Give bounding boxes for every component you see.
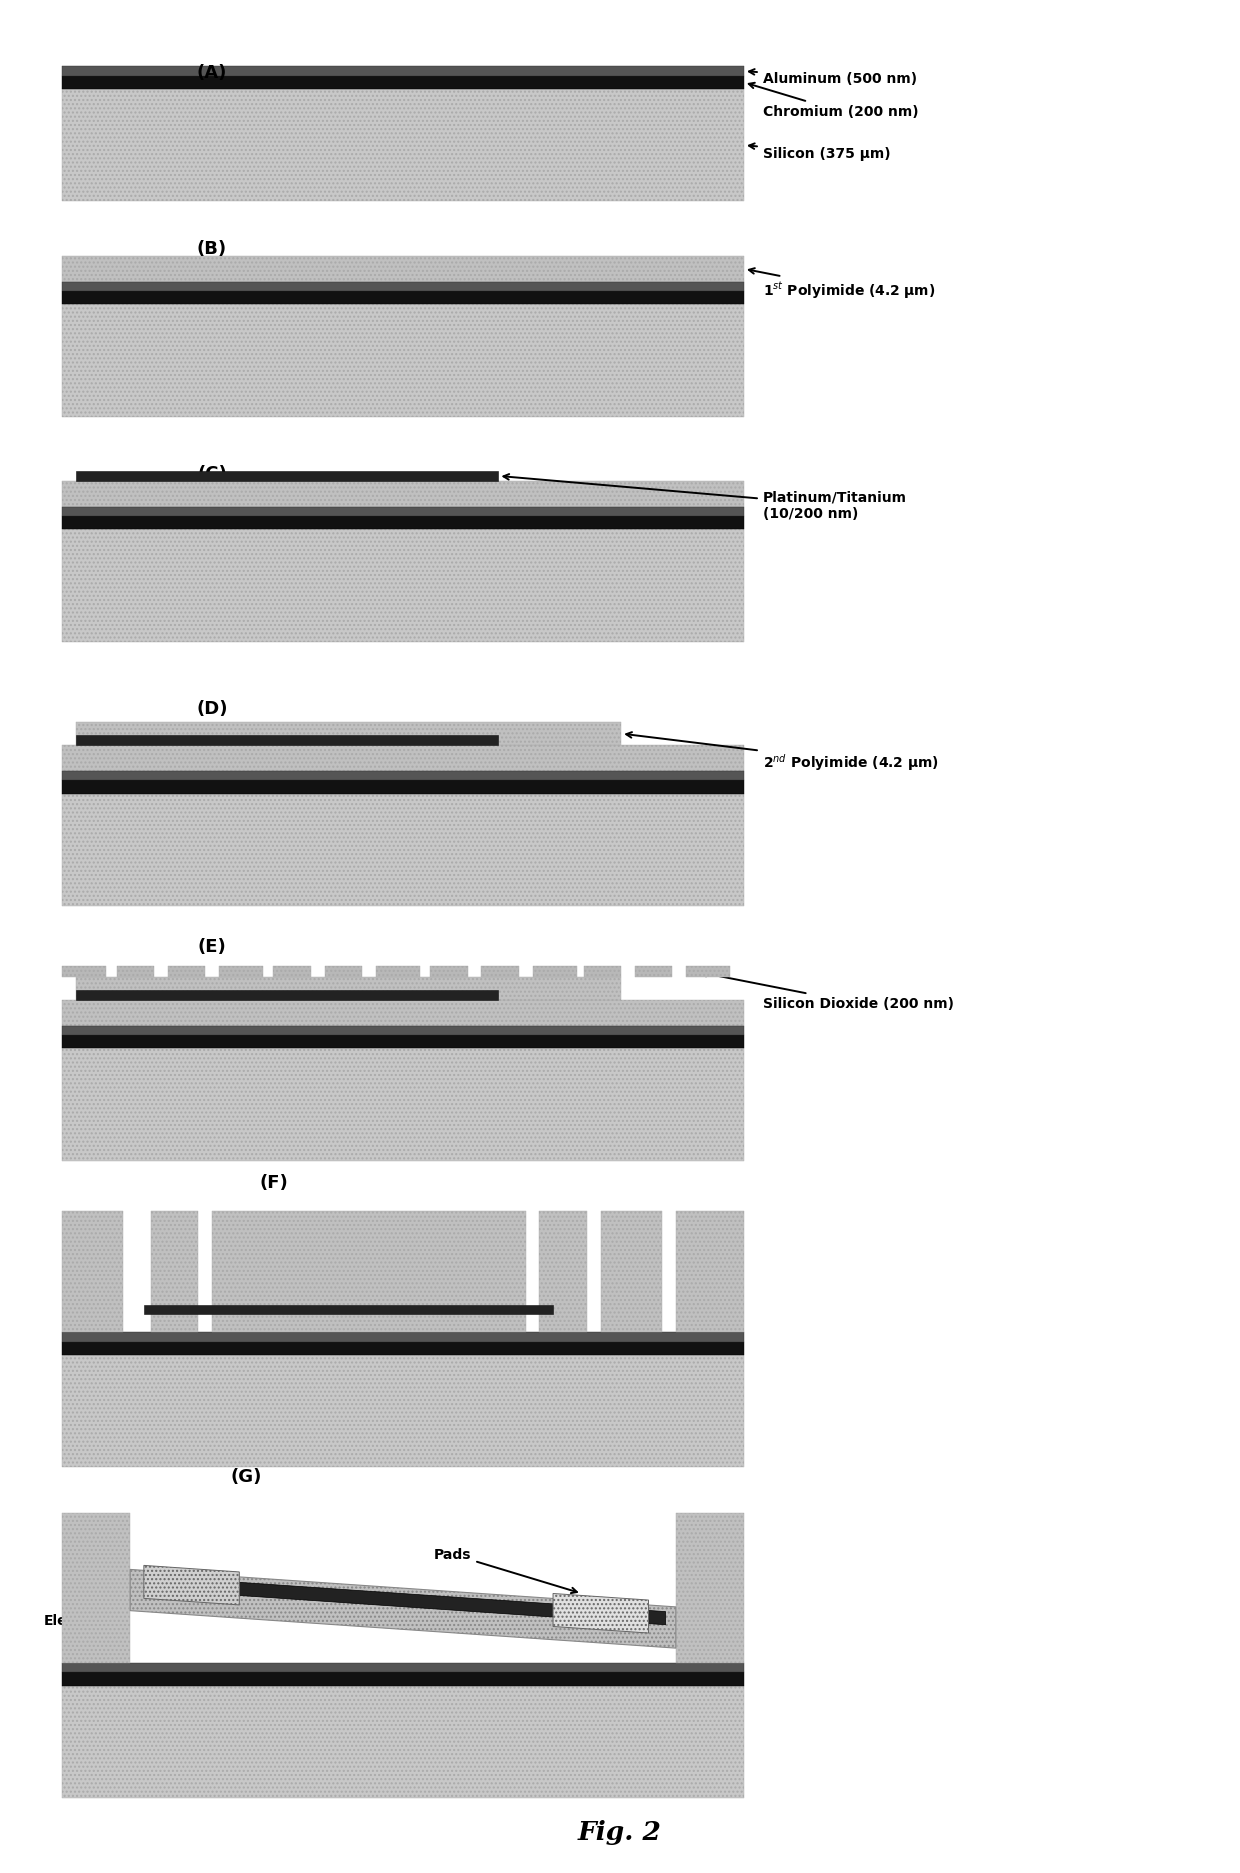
Bar [62, 1212, 123, 1334]
Bar [62, 1334, 744, 1341]
Bar [167, 966, 205, 978]
Bar [62, 772, 744, 781]
Bar [62, 1049, 744, 1161]
Bar [325, 966, 362, 978]
Text: (B): (B) [197, 240, 227, 258]
Bar [76, 723, 621, 745]
Bar [144, 1305, 553, 1315]
Bar [62, 1341, 744, 1356]
Bar [62, 1673, 744, 1686]
Bar [62, 292, 744, 305]
Bar [62, 283, 744, 292]
Text: Silicon Dioxide (200 nm): Silicon Dioxide (200 nm) [701, 972, 954, 1011]
Bar [62, 745, 744, 772]
Text: (C): (C) [197, 465, 227, 483]
Bar [62, 481, 744, 508]
Bar [686, 966, 730, 978]
Bar [62, 1036, 744, 1049]
Bar [76, 472, 498, 481]
Text: (E): (E) [197, 938, 227, 955]
Bar [117, 966, 154, 978]
Polygon shape [130, 1570, 676, 1648]
Bar [62, 90, 744, 202]
Text: Chromium (200 nm): Chromium (200 nm) [749, 84, 919, 120]
Text: (G): (G) [231, 1467, 262, 1485]
Bar [151, 1212, 198, 1334]
Bar [584, 966, 621, 978]
Bar [481, 966, 518, 978]
Polygon shape [553, 1594, 649, 1633]
Bar [430, 966, 467, 978]
Text: 2$^{nd}$ Polyimide (4.2 μm): 2$^{nd}$ Polyimide (4.2 μm) [626, 732, 939, 774]
Text: Silicon (375 μm): Silicon (375 μm) [749, 144, 890, 161]
Bar [76, 991, 498, 1000]
Bar [635, 966, 672, 978]
Bar [62, 1026, 744, 1036]
Bar [62, 257, 744, 283]
Bar [676, 1212, 744, 1334]
Polygon shape [144, 1566, 239, 1605]
Bar [62, 508, 744, 517]
Text: Aluminum (500 nm): Aluminum (500 nm) [749, 69, 916, 86]
Text: Electrodes: Electrodes [43, 1579, 174, 1628]
Text: (D): (D) [196, 699, 228, 717]
Bar [62, 530, 744, 642]
Bar [62, 1000, 744, 1026]
Bar [212, 1212, 526, 1334]
Bar [76, 978, 621, 1000]
Text: Platinum/Titanium
(10/200 nm): Platinum/Titanium (10/200 nm) [503, 476, 906, 521]
Text: Pads: Pads [434, 1547, 577, 1594]
Bar [62, 77, 744, 90]
Bar [62, 305, 744, 418]
Bar [62, 1686, 744, 1798]
Text: (F): (F) [259, 1174, 289, 1191]
Bar [218, 966, 263, 978]
Bar [539, 1212, 588, 1334]
Bar [273, 966, 311, 978]
Text: (A): (A) [197, 64, 227, 82]
Text: Fig. 2: Fig. 2 [578, 1819, 662, 1845]
Bar [62, 781, 744, 794]
Bar [62, 1513, 130, 1663]
Bar [62, 67, 744, 77]
Bar [676, 1513, 744, 1663]
Bar [76, 736, 498, 745]
Bar [600, 1212, 662, 1334]
Polygon shape [151, 1577, 666, 1626]
Bar [62, 794, 744, 907]
Bar [62, 966, 107, 978]
Text: 1$^{st}$ Polyimide (4.2 μm): 1$^{st}$ Polyimide (4.2 μm) [749, 270, 935, 300]
Bar [62, 1356, 744, 1468]
Bar [62, 1663, 744, 1673]
Bar [532, 966, 577, 978]
Bar [62, 517, 744, 530]
Bar [376, 966, 420, 978]
